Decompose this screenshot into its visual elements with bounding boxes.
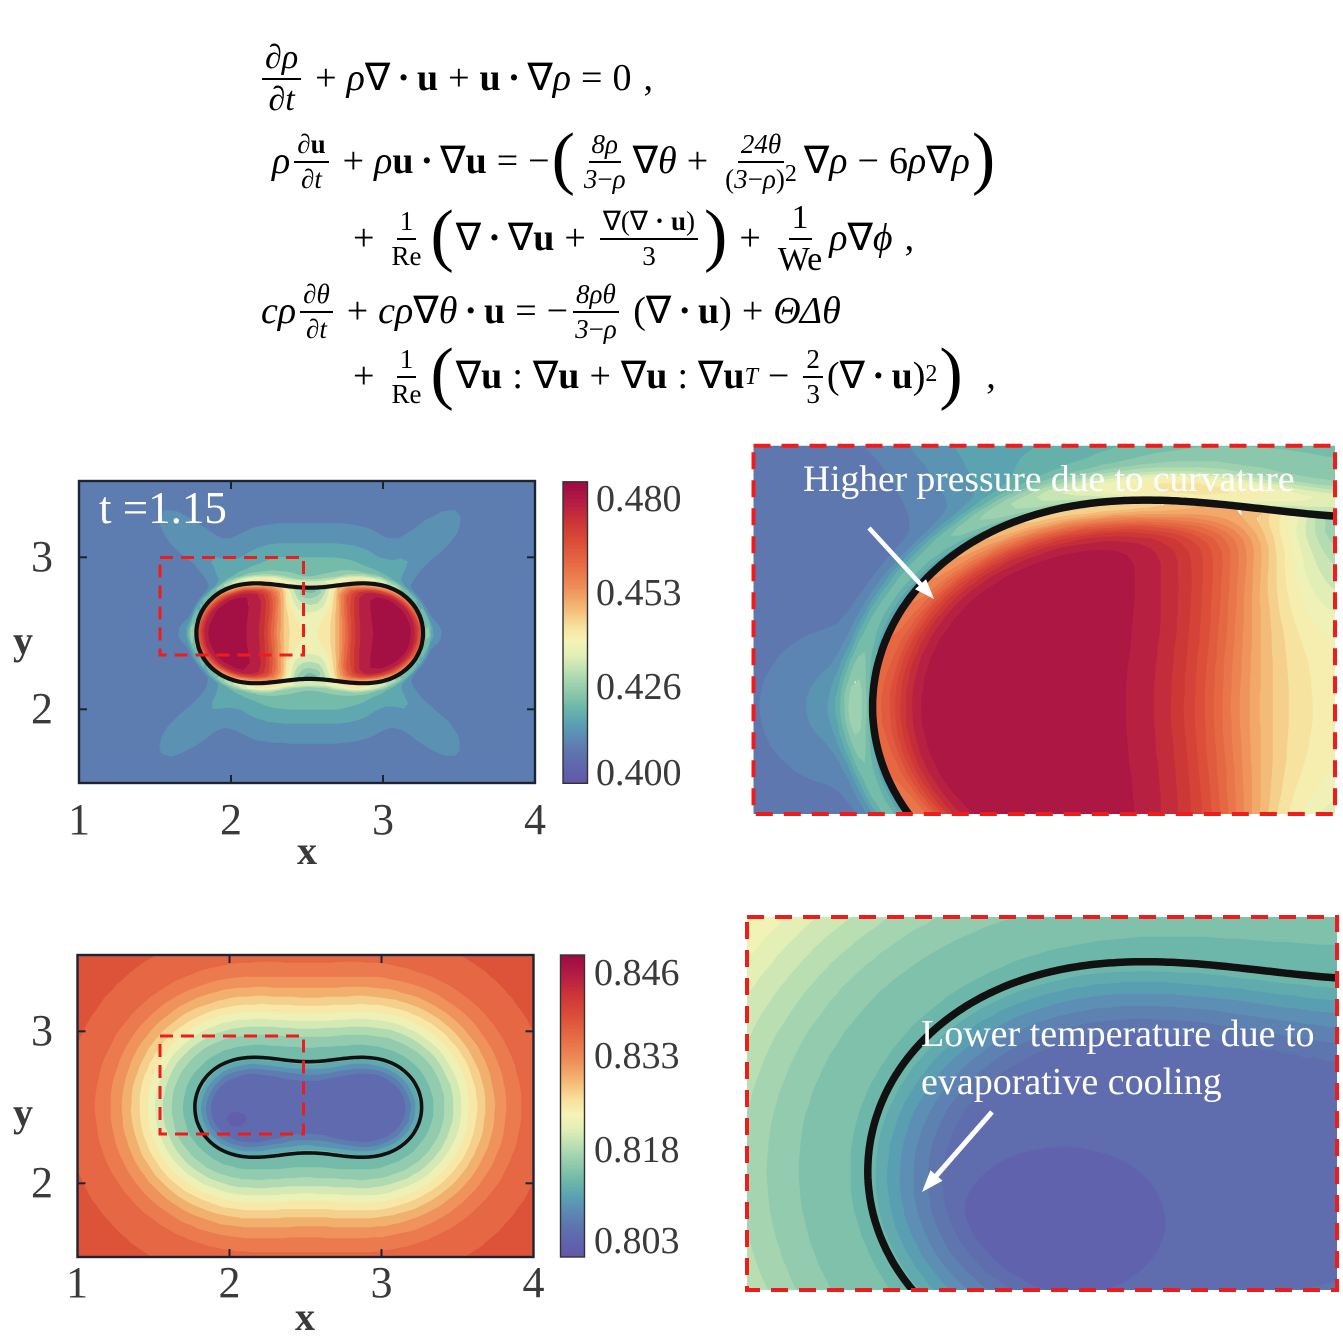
svg-text:0.453: 0.453 — [596, 572, 682, 614]
svg-text:3: 3 — [371, 1258, 393, 1307]
svg-text:0.400: 0.400 — [596, 752, 682, 794]
svg-text:Lower temperature due to: Lower temperature due to — [921, 1013, 1315, 1055]
svg-text:y: y — [13, 1090, 33, 1135]
svg-text:0.480: 0.480 — [596, 478, 682, 520]
svg-text:2: 2 — [220, 795, 242, 844]
svg-text:3: 3 — [31, 532, 53, 581]
svg-text:3: 3 — [31, 1006, 53, 1055]
svg-text:3: 3 — [372, 795, 394, 844]
svg-text:x: x — [297, 828, 317, 873]
svg-text:0.803: 0.803 — [594, 1220, 680, 1262]
svg-text:2: 2 — [31, 684, 53, 733]
svg-text:1: 1 — [68, 795, 90, 844]
svg-text:t =1.15: t =1.15 — [99, 483, 227, 533]
svg-text:2: 2 — [31, 1158, 53, 1207]
svg-text:1: 1 — [66, 1258, 88, 1307]
svg-text:4: 4 — [524, 795, 546, 844]
svg-text:Higher pressure due to curvatu: Higher pressure due to curvature — [803, 459, 1294, 500]
svg-text:y: y — [13, 618, 33, 663]
svg-text:0.426: 0.426 — [596, 666, 682, 708]
svg-text:x: x — [295, 1294, 315, 1339]
svg-text:0.818: 0.818 — [594, 1129, 680, 1171]
svg-text:0.846: 0.846 — [594, 952, 680, 994]
svg-text:evaporative cooling: evaporative cooling — [921, 1061, 1222, 1103]
svg-text:4: 4 — [523, 1258, 545, 1307]
svg-text:0.833: 0.833 — [594, 1035, 680, 1077]
svg-text:2: 2 — [219, 1258, 241, 1307]
